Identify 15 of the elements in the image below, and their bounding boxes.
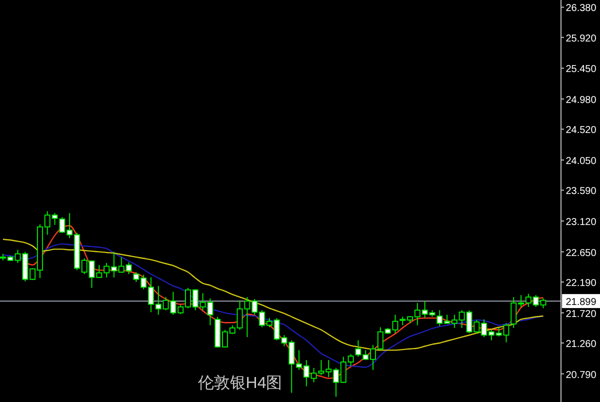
y-tick-label: 21.260 [566,338,597,350]
y-tick-label: 23.590 [566,186,597,198]
text: 伦敦银H4图 [198,374,282,392]
y-tick-label: 22.650 [566,248,597,259]
y-tick-label: 22.190 [566,278,597,289]
y-tick-label: 23.120 [566,217,597,228]
y-tick-label: 20.790 [566,370,597,381]
y-tick-label: 24.050 [566,156,597,168]
y-tick-label: 26.380 [566,3,597,14]
y-tick-label: 24.520 [566,125,597,136]
y-tick-label: 25.920 [566,33,597,44]
y-tick-label: 24.980 [566,95,597,106]
y-tick-label: 21.720 [566,308,597,320]
ref-line-label: 21.899 [566,297,597,308]
y-tick-label: 25.450 [566,64,597,76]
